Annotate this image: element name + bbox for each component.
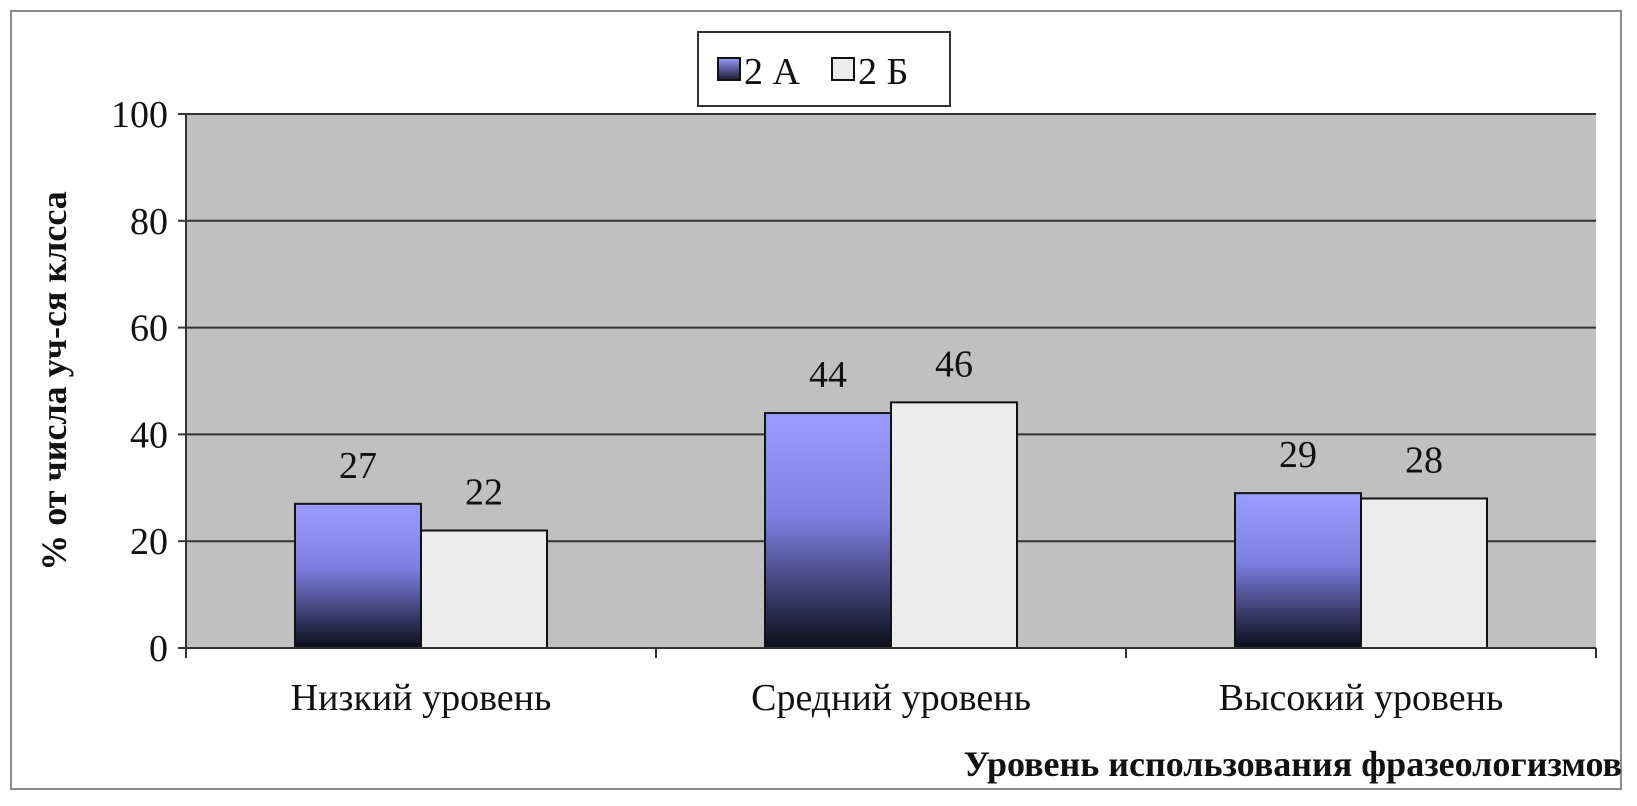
y-tick-label: 60 xyxy=(130,308,168,350)
bar-2a xyxy=(294,502,422,649)
legend: 2 А 2 Б xyxy=(697,31,951,107)
x-axis-title: Уровень использования фразеологизмов xyxy=(963,744,1622,784)
legend-label-2b: 2 Б xyxy=(858,51,908,93)
y-tick-label: 100 xyxy=(111,94,168,136)
bars xyxy=(294,401,1488,650)
data-label: 28 xyxy=(1405,439,1443,481)
category-label: Высокий уровень xyxy=(1219,677,1504,719)
y-tick-label: 40 xyxy=(130,414,168,456)
data-label: 44 xyxy=(809,354,847,396)
data-label: 29 xyxy=(1279,434,1317,476)
legend-swatch-2a xyxy=(717,57,741,81)
bar-2b xyxy=(420,529,548,650)
legend-label-2a: 2 А xyxy=(744,51,801,93)
y-ticks: 0 20 40 60 80 100 xyxy=(111,94,186,670)
category-label: Средний уровень xyxy=(751,677,1031,719)
bar-2b xyxy=(890,401,1018,649)
y-tick-label: 20 xyxy=(130,521,168,563)
data-label: 22 xyxy=(465,472,503,514)
category-label: Низкий уровень xyxy=(291,677,552,719)
x-ticks xyxy=(185,648,1597,658)
y-tick-label: 0 xyxy=(149,628,168,670)
data-label: 27 xyxy=(339,445,377,487)
legend-swatch-2b xyxy=(831,57,855,81)
bar-2a xyxy=(1234,492,1362,650)
y-axis-title: % от числа уч-ся клсса xyxy=(34,191,74,571)
category-labels: Низкий уровень Средний уровень Высокий уро… xyxy=(291,677,1504,719)
data-labels: 27 22 44 46 29 28 xyxy=(339,343,1443,513)
bar-2a xyxy=(764,412,892,650)
bar-2b xyxy=(1360,497,1488,650)
y-tick-label: 80 xyxy=(130,201,168,243)
data-label: 46 xyxy=(935,343,973,385)
